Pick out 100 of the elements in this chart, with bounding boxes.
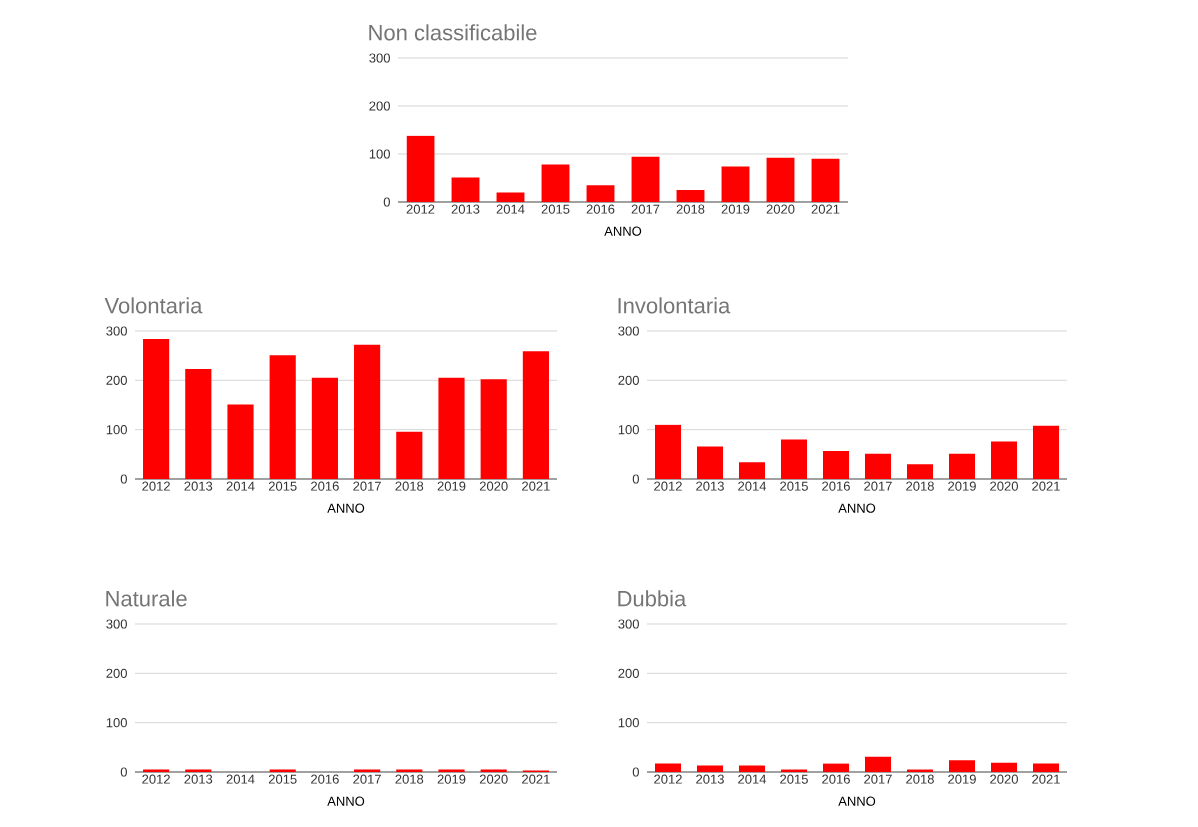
bar — [864, 756, 892, 772]
y-tick-label: 200 — [618, 668, 639, 678]
bar — [948, 760, 976, 772]
x-tick-label: 2020 — [479, 481, 508, 491]
x-tick-label: 2014 — [738, 774, 767, 784]
chart-title: Non classificabile — [369, 24, 537, 41]
bar — [696, 446, 724, 479]
x-tick-label: 2016 — [822, 481, 850, 491]
bar — [522, 351, 549, 479]
y-tick-label: 100 — [106, 718, 127, 728]
x-tick-label: 2021 — [522, 774, 550, 784]
x-tick-label: 2018 — [395, 774, 424, 784]
bar — [654, 424, 682, 479]
x-tick-label: 2018 — [395, 481, 424, 491]
y-tick-label: 200 — [369, 101, 390, 111]
x-tick-label: 2019 — [437, 774, 466, 784]
x-tick-label: 2020 — [479, 774, 508, 784]
chart-title: Naturale — [106, 590, 187, 607]
bar — [864, 453, 892, 479]
bar — [990, 762, 1018, 772]
bar — [311, 377, 338, 479]
x-axis-title: ANNO — [327, 503, 365, 513]
y-tick-label: 300 — [106, 326, 127, 336]
x-tick-label: 2019 — [721, 204, 750, 214]
x-tick-label: 2019 — [948, 774, 976, 784]
x-axis-title: ANNO — [838, 796, 876, 806]
bar — [822, 763, 850, 772]
bar — [396, 431, 423, 479]
y-tick-label: 200 — [106, 375, 127, 385]
x-tick-label: 2013 — [184, 774, 213, 784]
x-tick-label: 2017 — [631, 204, 660, 214]
bar — [1032, 763, 1060, 772]
chart-title: Volontaria — [104, 297, 203, 314]
bar — [185, 368, 212, 479]
x-tick-label: 2018 — [906, 481, 934, 491]
x-tick-label: 2021 — [522, 481, 550, 491]
bar — [354, 344, 381, 479]
x-tick-label: 2012 — [142, 774, 170, 784]
bar — [406, 135, 435, 202]
y-tick-label: 100 — [618, 718, 639, 728]
bar — [811, 158, 840, 202]
x-tick-label: 2021 — [1032, 774, 1060, 784]
chart-title: Dubbia — [618, 590, 687, 607]
y-tick-label: 200 — [106, 668, 127, 678]
y-tick-label: 0 — [383, 197, 390, 207]
x-axis-title: ANNO — [838, 503, 876, 513]
x-tick-label: 2018 — [906, 774, 934, 784]
x-tick-label: 2014 — [738, 481, 767, 491]
y-tick-label: 300 — [106, 619, 127, 629]
x-axis-title: ANNO — [327, 796, 365, 806]
y-tick-label: 0 — [120, 767, 127, 777]
x-tick-label: 2020 — [766, 204, 795, 214]
y-tick-label: 200 — [618, 375, 639, 385]
bar — [227, 404, 254, 479]
y-tick-label: 100 — [369, 149, 390, 159]
bar — [143, 338, 170, 479]
bar — [480, 379, 507, 479]
bar — [654, 763, 682, 772]
bar — [541, 164, 570, 202]
x-tick-label: 2015 — [268, 481, 297, 491]
bar — [738, 765, 766, 772]
x-tick-label: 2019 — [437, 481, 466, 491]
bar — [631, 156, 660, 202]
x-tick-label: 2017 — [864, 481, 892, 491]
x-tick-label: 2014 — [226, 481, 255, 491]
x-tick-label: 2013 — [696, 774, 724, 784]
y-tick-label: 0 — [632, 474, 639, 484]
y-tick-label: 100 — [106, 425, 127, 435]
x-tick-label: 2015 — [780, 481, 808, 491]
bar — [496, 192, 525, 202]
x-tick-label: 2015 — [541, 204, 570, 214]
x-tick-label: 2012 — [654, 774, 682, 784]
x-tick-label: 2015 — [268, 774, 297, 784]
bar — [676, 189, 705, 202]
x-tick-label: 2012 — [142, 481, 170, 491]
x-tick-label: 2016 — [311, 774, 339, 784]
bar — [451, 177, 480, 202]
x-tick-label: 2016 — [822, 774, 850, 784]
x-tick-label: 2018 — [676, 204, 705, 214]
x-tick-label: 2021 — [811, 204, 840, 214]
x-tick-label: 2019 — [948, 481, 976, 491]
y-tick-label: 0 — [632, 767, 639, 777]
bar — [906, 464, 934, 479]
bar — [269, 355, 296, 479]
bar — [780, 439, 808, 479]
x-tick-label: 2017 — [864, 774, 892, 784]
y-tick-label: 300 — [369, 53, 390, 63]
x-tick-label: 2016 — [586, 204, 615, 214]
x-tick-label: 2014 — [496, 204, 525, 214]
bar — [721, 166, 750, 202]
x-tick-label: 2020 — [990, 481, 1018, 491]
y-tick-label: 300 — [618, 326, 639, 336]
x-tick-label: 2013 — [696, 481, 724, 491]
y-tick-label: 100 — [618, 425, 639, 435]
bar — [948, 453, 976, 479]
bar — [822, 450, 850, 479]
chart-title: Involontaria — [618, 297, 731, 314]
x-axis-title: ANNO — [604, 226, 642, 236]
x-tick-label: 2012 — [654, 481, 682, 491]
bar — [586, 185, 615, 202]
